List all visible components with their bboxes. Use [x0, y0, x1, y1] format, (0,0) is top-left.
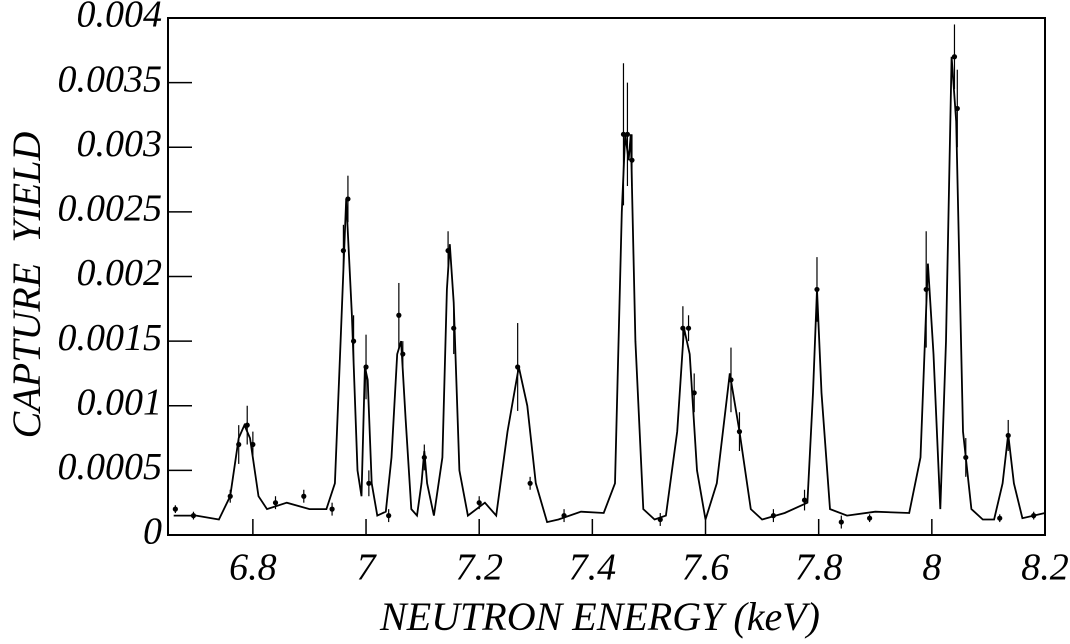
data-point — [476, 500, 482, 506]
x-tick-label: 8 — [922, 547, 941, 589]
data-point — [190, 513, 197, 519]
y-tick-label: 0.001 — [77, 381, 163, 423]
data-point — [814, 286, 820, 293]
data-point — [421, 454, 427, 461]
data-point — [801, 497, 808, 503]
data-point — [951, 54, 958, 60]
y-tick-label: 0.0035 — [58, 58, 163, 100]
y-tick-label: 0.002 — [77, 252, 163, 294]
x-tick-label: 7.8 — [795, 547, 843, 589]
fit-curve — [173, 56, 1046, 524]
data-point — [244, 422, 250, 428]
data-point — [345, 196, 351, 202]
x-tick-label: 7 — [357, 547, 378, 589]
data-point — [172, 506, 178, 512]
y-axis-title: CAPTURE YIELD — [4, 132, 49, 439]
data-point — [363, 364, 369, 370]
data-point — [629, 157, 635, 163]
y-tick-label: 0.0015 — [58, 317, 163, 359]
x-tick-label: 7.2 — [455, 547, 503, 589]
data-point — [445, 248, 451, 254]
data-point — [1031, 513, 1037, 519]
plot-frame — [167, 17, 1046, 536]
data-point — [923, 286, 929, 293]
data-point — [400, 351, 406, 357]
data-point — [963, 454, 969, 461]
data-point — [838, 519, 844, 525]
data-point — [236, 441, 242, 448]
data-point — [770, 513, 777, 519]
data-point — [301, 493, 307, 499]
data-point — [272, 500, 279, 506]
data-point — [527, 480, 533, 486]
data-point — [561, 513, 567, 519]
data-point — [691, 390, 697, 396]
data-point — [227, 493, 233, 499]
data-point — [1005, 432, 1011, 439]
x-tick-label: 7.6 — [682, 547, 730, 589]
data-point — [515, 364, 521, 370]
y-tick-label: 0 — [143, 511, 162, 553]
data-point — [997, 515, 1003, 521]
y-tick-label: 0.0025 — [58, 188, 163, 230]
data-point — [396, 312, 402, 318]
data-point — [329, 506, 335, 512]
y-tick-label: 0.003 — [77, 123, 163, 165]
data-point — [624, 131, 631, 137]
data-point — [340, 248, 346, 254]
data-point — [867, 515, 873, 521]
data-point — [250, 441, 256, 448]
data-point — [657, 516, 663, 523]
x-tick-label: 6.8 — [229, 547, 277, 589]
y-tick-label: 0.0005 — [58, 446, 163, 488]
x-tick-label: 8.2 — [1021, 547, 1069, 589]
data-point — [736, 429, 743, 435]
data-point — [451, 325, 457, 331]
data-point — [620, 131, 627, 137]
data-point — [685, 325, 692, 331]
x-tick-label: 7.4 — [569, 547, 617, 589]
data-point — [366, 480, 372, 486]
y-tick-label: 0.004 — [77, 0, 163, 36]
data-point — [350, 338, 357, 344]
data-point — [386, 513, 392, 519]
data-point — [680, 325, 686, 331]
data-point — [728, 377, 734, 383]
data-point — [954, 105, 960, 112]
x-axis-title: NEUTRON ENERGY (keV) — [379, 594, 820, 639]
